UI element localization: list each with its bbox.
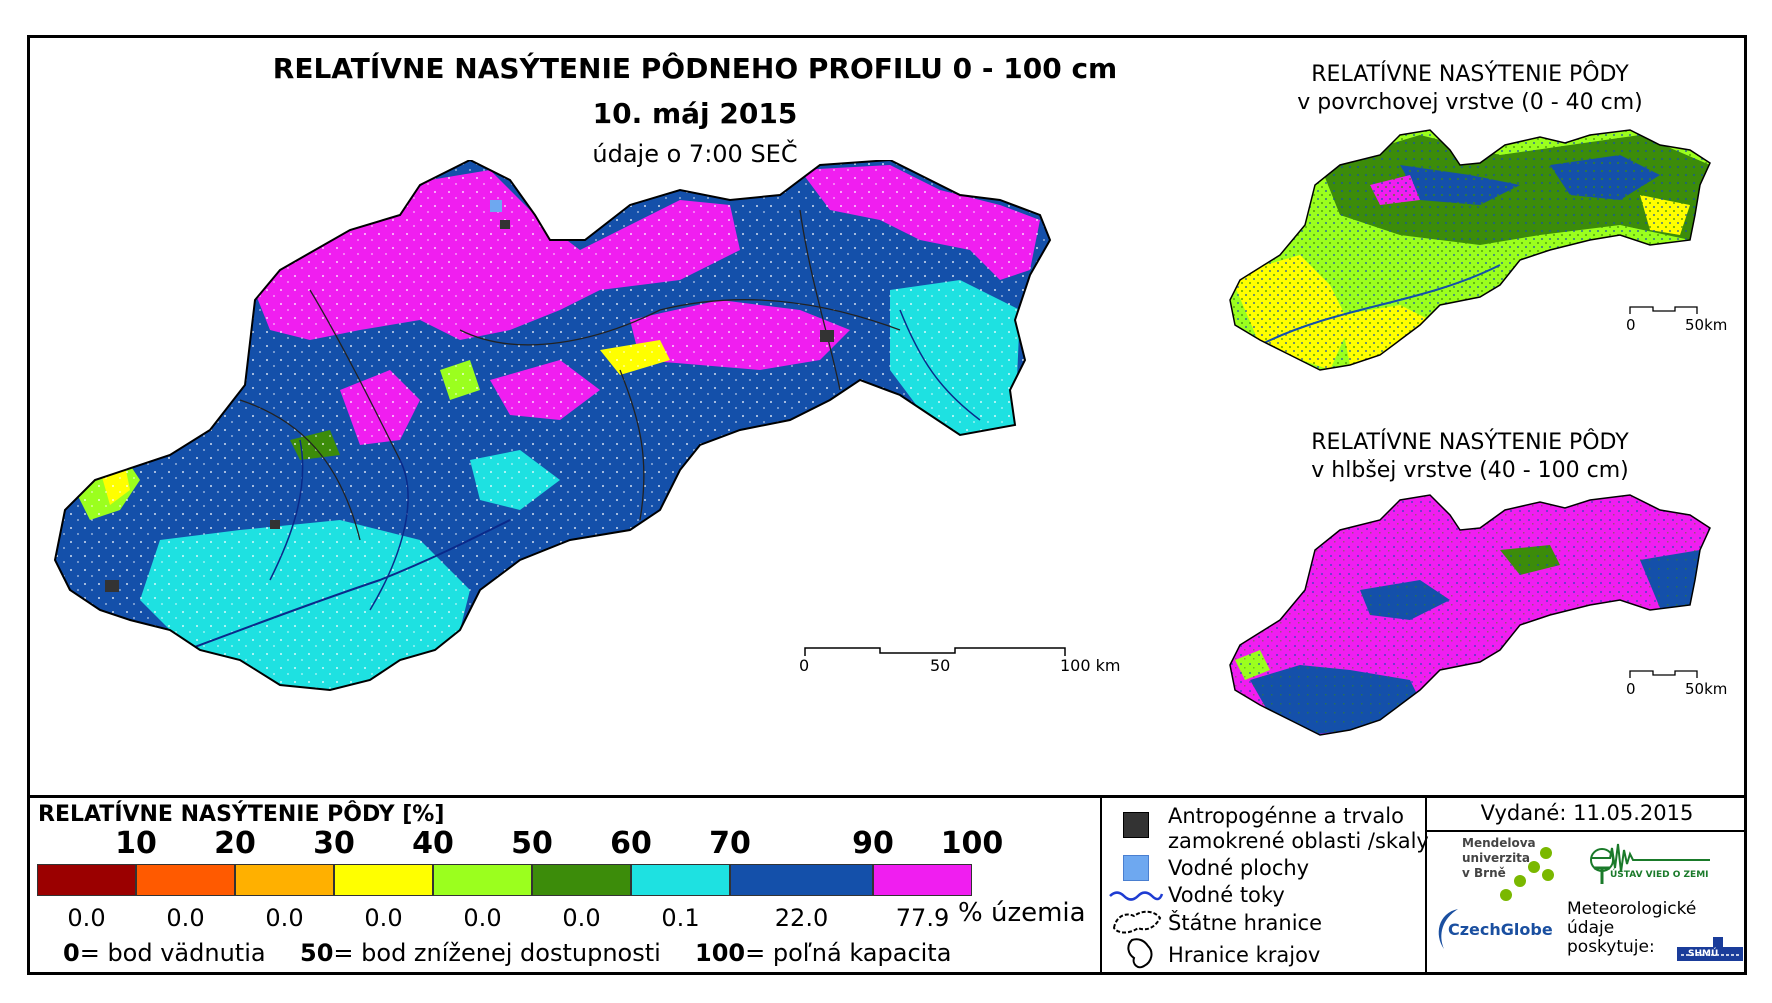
legend-unit: % územia [958, 898, 1086, 928]
main-scale-label-0: 0 [799, 656, 810, 675]
inset-bottom-scale-0: 0 [1626, 680, 1636, 698]
legend-percent-3: 0.0 [265, 904, 304, 932]
main-scale-label-100: 100 km [1060, 656, 1121, 675]
legend-percent-5: 0.0 [463, 904, 502, 932]
inset-top-title-1: RELATÍVNE NASÝTENIE PÔDY [1311, 62, 1629, 87]
legend-percent-4: 0.0 [364, 904, 403, 932]
mendel-logo-text: Mendelova univerzita v Brně [1462, 836, 1536, 881]
legend-break-70: 70 [709, 826, 751, 861]
legend-break-20: 20 [214, 826, 256, 861]
river-line-icon [1109, 891, 1164, 901]
mendel-dots-logo [1500, 847, 1554, 901]
legend-swatch-7 [631, 864, 730, 896]
legend-percent-1: 0.0 [67, 904, 106, 932]
legend-percent-8: 22.0 [774, 904, 829, 932]
main-title: RELATÍVNE NASÝTENIE PÔDNEHO PROFILU 0 - … [272, 52, 1118, 85]
legend-swatch-1 [37, 864, 136, 896]
legend-break-10: 10 [115, 826, 157, 861]
legend-item-rivers: Vodné toky [1168, 883, 1285, 907]
legend-swatch-9 [873, 864, 972, 896]
inset-bottom-scale-50: 50km [1685, 680, 1728, 698]
shmu-logo [1677, 937, 1743, 961]
legend-item-anthropogenic-1: Antropogénne a trvalo [1168, 804, 1404, 828]
usvz-logo [1590, 843, 1710, 884]
legend-break-90: 90 [852, 826, 894, 861]
inset-top-title-2: v povrchovej vrstve (0 - 40 cm) [1297, 90, 1643, 115]
legend-band [27, 795, 1747, 975]
inset-bottom-title-1: RELATÍVNE NASÝTENIE PÔDY [1311, 430, 1629, 455]
meteo-line-2: údaje [1567, 918, 1615, 938]
legend-swatch-6 [532, 864, 631, 896]
inset-top-map [1229, 129, 1711, 371]
legend-item-state-borders: Štátne hranice [1168, 911, 1322, 935]
meteo-provider-text: Meteorologické údaje poskytuje: [1567, 900, 1696, 957]
legend-title: RELATÍVNE NASÝTENIE PÔDY [%] [38, 802, 445, 827]
note-wilting-point: 0= bod vädnutia [63, 939, 266, 967]
issued-divider [1425, 830, 1747, 832]
legend-swatch-2 [136, 864, 235, 896]
czechglobe-swoosh-icon [1438, 909, 1458, 949]
legend-divider-left [1100, 795, 1102, 975]
mendel-line-1: Mendelova [1462, 836, 1536, 850]
inset-top-scale-0: 0 [1626, 316, 1636, 334]
meteo-line-3: poskytuje: [1567, 937, 1655, 957]
issued-date: Vydané: 11.05.2015 [1480, 801, 1694, 825]
main-date: 10. máj 2015 [592, 97, 798, 130]
note-reduced-availability: 50= bod zníženej dostupnosti [300, 939, 661, 967]
legend-item-anthropogenic-2: zamokrené oblasti /skaly [1168, 829, 1429, 853]
inset-top-scale-bar [1629, 306, 1698, 314]
legend-percent-6: 0.0 [562, 904, 601, 932]
legend-percent-2: 0.0 [166, 904, 205, 932]
legend-break-60: 60 [610, 826, 652, 861]
main-scale-label-50: 50 [930, 656, 951, 675]
legend-break-40: 40 [412, 826, 454, 861]
main-time-note: údaje o 7:00 SEČ [592, 140, 798, 168]
legend-swatch-3 [235, 864, 334, 896]
legend-swatch-8 [730, 864, 873, 896]
meteo-line-1: Meteorologické [1567, 899, 1697, 919]
note-wilting-value: 0 [63, 939, 80, 967]
note-field-text: = poľná kapacita [745, 939, 952, 967]
water-area-icon [1123, 855, 1149, 881]
legend-percent-7: 0.1 [661, 904, 700, 932]
mendel-line-3: v Brně [1462, 866, 1506, 880]
inset-bottom-map [1229, 494, 1711, 736]
legend-item-water-areas: Vodné plochy [1168, 856, 1310, 880]
region-border-icon [1127, 938, 1153, 969]
legend-item-region-borders: Hranice krajov [1168, 943, 1321, 967]
legend-percent-9: 77.9 [895, 904, 950, 932]
czechglobe-logo: CzechGlobe [1448, 920, 1553, 939]
inset-bottom-title-2: v hlbšej vrstve (40 - 100 cm) [1311, 458, 1629, 483]
legend-divider-right [1425, 795, 1427, 975]
anthropogenic-area-icon [1123, 812, 1149, 838]
state-border-icon [1112, 910, 1162, 934]
mendel-line-2: univerzita [1462, 851, 1531, 865]
legend-break-100: 100 [940, 826, 1004, 861]
legend-swatch-5 [433, 864, 532, 896]
map-frame [27, 35, 1747, 975]
usvz-logo-text: ÚSTAV VIED O ZEMI [1610, 870, 1709, 880]
shmu-logo-text: SHMÚ [1688, 949, 1719, 959]
inset-bottom-scale-bar [1629, 670, 1698, 678]
legend-break-50: 50 [511, 826, 553, 861]
note-reduced-value: 50 [300, 939, 334, 967]
legend-swatch-4 [334, 864, 433, 896]
main-map [54, 160, 1051, 691]
main-scale-bar [804, 647, 1066, 656]
note-reduced-text: = bod zníženej dostupnosti [333, 939, 661, 967]
note-wilting-text: = bod vädnutia [79, 939, 266, 967]
note-field-capacity: 100= poľná kapacita [695, 939, 951, 967]
inset-top-scale-50: 50km [1685, 316, 1728, 334]
legend-break-30: 30 [313, 826, 355, 861]
note-field-value: 100 [695, 939, 746, 967]
